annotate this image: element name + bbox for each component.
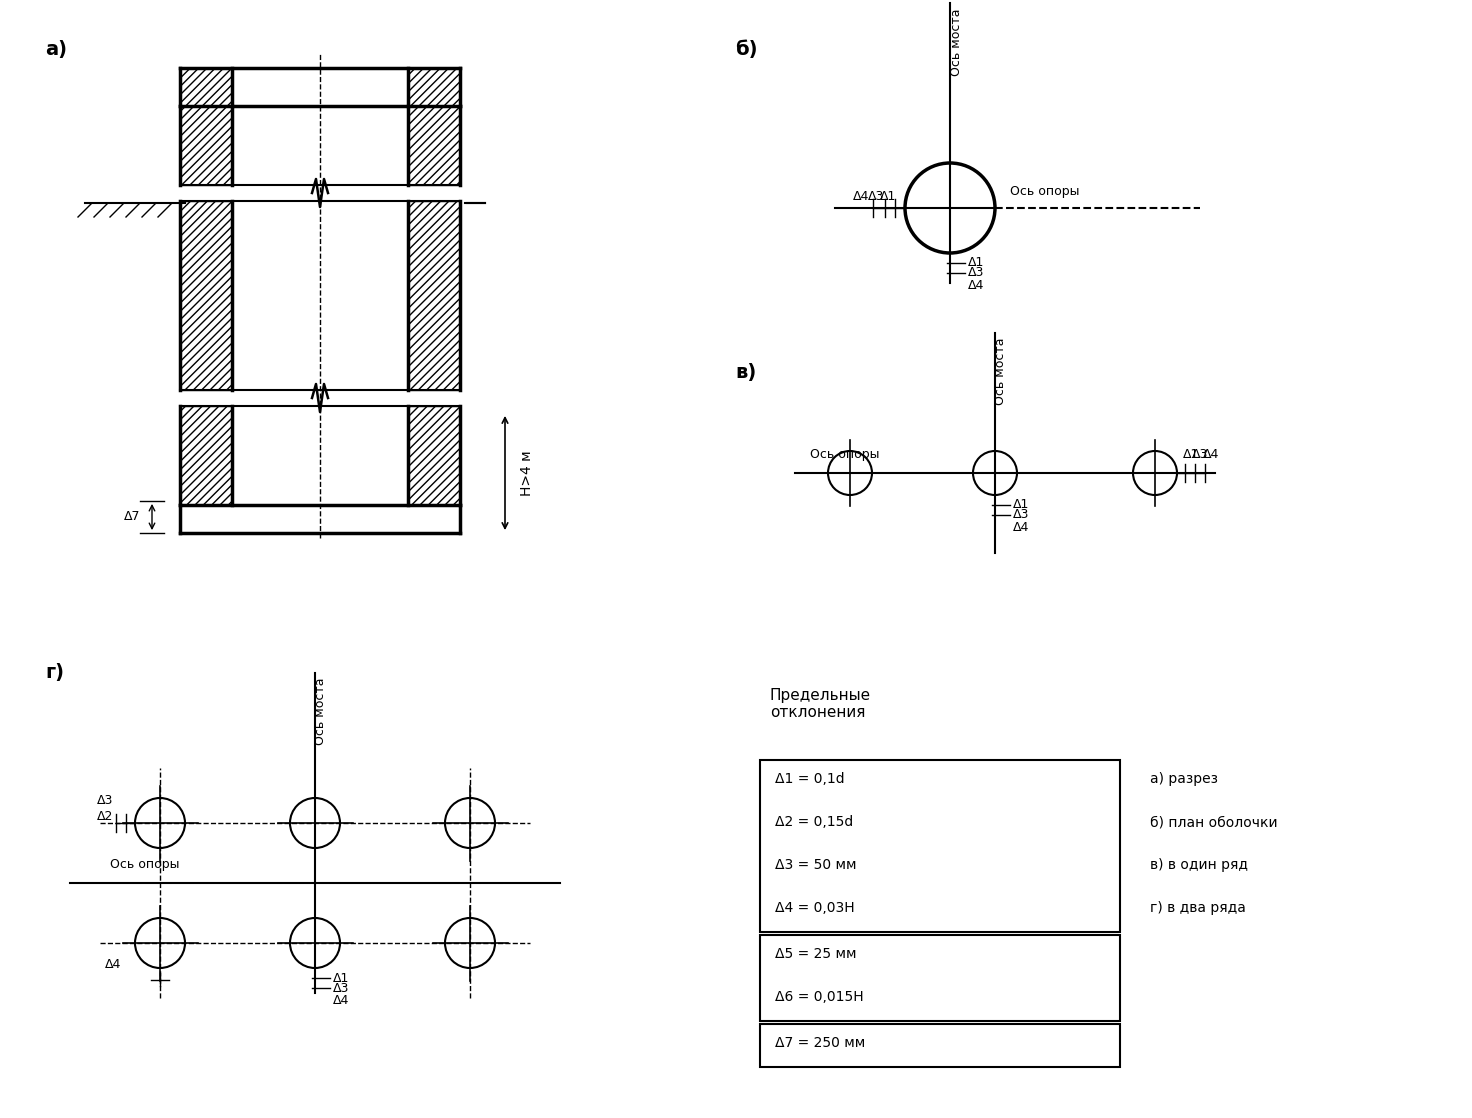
Text: Δ1: Δ1 [880,190,896,203]
Text: Ось опоры: Ось опоры [810,448,879,461]
Text: Δ4: Δ4 [105,958,121,972]
Text: Δ3 = 50 мм: Δ3 = 50 мм [774,858,857,872]
Text: Δ1 = 0,1d: Δ1 = 0,1d [774,773,845,786]
Text: Ось моста: Ось моста [949,8,963,76]
Text: Δ7: Δ7 [124,510,140,523]
Bar [760,760,1120,932]
Text: Δ3: Δ3 [333,982,349,995]
Text: Δ3: Δ3 [969,266,985,280]
Text: Δ4: Δ4 [969,280,985,293]
Text: б): б) [735,40,758,59]
Text: г) в два ряда: г) в два ряда [1150,901,1245,915]
Text: Δ4: Δ4 [333,995,349,1007]
Text: Δ1: Δ1 [333,972,349,985]
Bar [180,406,233,505]
Text: Δ3: Δ3 [1013,509,1029,521]
Text: Δ1: Δ1 [969,256,985,269]
Text: Δ1: Δ1 [1013,499,1029,512]
Text: Δ1: Δ1 [1183,448,1200,461]
Text: Δ4: Δ4 [1013,521,1029,534]
Bar [180,201,233,390]
Text: Δ5 = 25 мм: Δ5 = 25 мм [774,947,857,961]
Text: г): г) [46,663,63,682]
Text: Ось опоры: Ось опоры [110,858,180,871]
Text: Δ7 = 250 мм: Δ7 = 250 мм [774,1036,866,1050]
Text: Предельные
отклонения: Предельные отклонения [770,688,871,720]
Text: Ось моста: Ось моста [315,678,327,746]
Bar [408,106,459,184]
Bar [760,1024,1120,1067]
Text: Ось опоры: Ось опоры [1010,184,1079,198]
Bar [180,68,233,106]
Text: Δ6 = 0,015H: Δ6 = 0,015H [774,991,864,1004]
Text: Δ2: Δ2 [97,811,113,824]
Text: а): а) [46,40,68,59]
Text: в): в) [735,363,757,382]
Text: в) в один ряд: в) в один ряд [1150,858,1248,872]
Bar [408,201,459,390]
Text: б) план оболочки: б) план оболочки [1150,815,1278,830]
Text: Δ3: Δ3 [867,190,885,203]
Bar [408,68,459,106]
Text: Δ4: Δ4 [1203,448,1219,461]
Bar [760,935,1120,1021]
Text: Δ4 = 0,03H: Δ4 = 0,03H [774,901,855,915]
Text: Δ2 = 0,15d: Δ2 = 0,15d [774,815,854,830]
Text: а) разрез: а) разрез [1150,773,1217,786]
Bar [408,406,459,505]
Bar [180,106,233,184]
Text: Δ3: Δ3 [97,795,113,807]
Text: Δ3: Δ3 [1192,448,1209,461]
Text: Ось моста: Ось моста [995,338,1007,406]
Text: Δ4: Δ4 [852,190,868,203]
Text: H>4 м: H>4 м [520,451,534,495]
